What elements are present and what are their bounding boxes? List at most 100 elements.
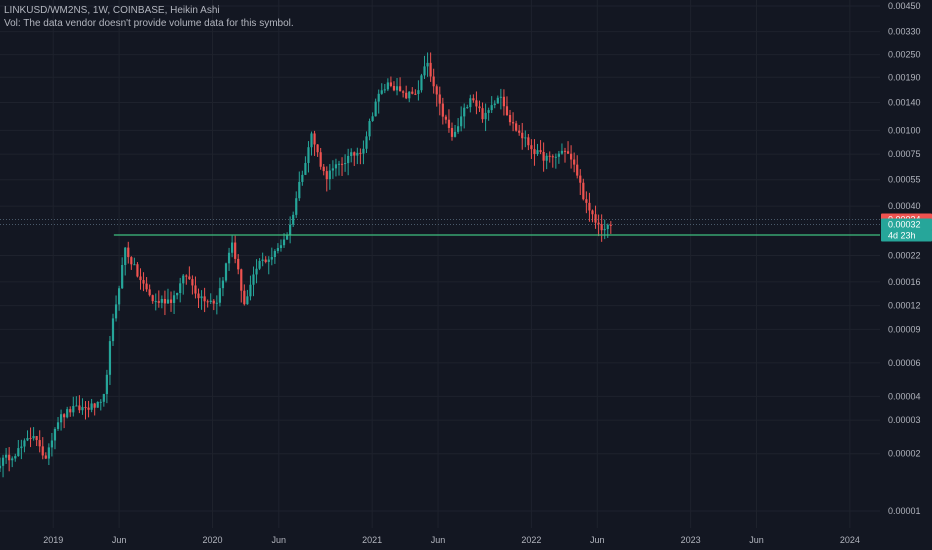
candle-body — [389, 82, 393, 86]
candle-body — [499, 96, 502, 98]
candle-body — [432, 76, 435, 87]
candle-body — [304, 162, 307, 175]
candle-body — [411, 91, 414, 94]
candle-body — [209, 300, 212, 302]
candle-body — [441, 103, 444, 117]
candle-body — [148, 289, 151, 296]
candle-body — [322, 166, 325, 172]
candle-body — [484, 112, 487, 120]
candle-body — [395, 86, 399, 91]
candle-body — [270, 257, 273, 260]
candle-body — [554, 156, 557, 158]
candle-body — [163, 298, 167, 304]
candle-body — [212, 300, 215, 304]
y-tick-label: 0.00250 — [888, 50, 921, 60]
candle-body — [508, 115, 512, 123]
candle-body — [371, 116, 374, 122]
candle-body — [466, 107, 469, 109]
y-tick-label: 0.00330 — [888, 27, 921, 37]
candle-body — [1, 457, 5, 466]
chart-legend: LINKUSD/WM2NS, 1W, COINBASE, Heikin Ashi… — [4, 4, 294, 30]
candle-body — [600, 224, 603, 231]
candle-body — [560, 150, 564, 154]
x-tick-label: 2024 — [840, 535, 860, 545]
candle-body — [53, 428, 57, 441]
price-badge-label: 0.00032 — [888, 220, 921, 230]
candle-body — [383, 89, 386, 91]
x-tick-label: Jun — [590, 535, 605, 545]
candle-body — [118, 288, 121, 305]
candle-body — [130, 257, 133, 265]
candle-body — [435, 86, 438, 95]
candle-body — [328, 170, 331, 180]
candle-body — [75, 405, 78, 407]
candle-body — [469, 98, 472, 108]
candle-body — [5, 454, 8, 458]
candle-body — [472, 98, 475, 101]
candle-body — [518, 130, 521, 133]
candle-body — [84, 407, 87, 409]
candle-body — [99, 401, 102, 403]
candle-body — [206, 301, 209, 303]
candle-body — [591, 210, 594, 215]
candle-body — [392, 85, 396, 91]
candle-body — [59, 414, 63, 423]
candle-body — [194, 285, 197, 294]
candle-body — [359, 152, 362, 154]
candle-body — [102, 394, 105, 402]
y-tick-label: 0.00055 — [888, 175, 921, 185]
x-tick-label: Jun — [112, 535, 127, 545]
price-level-lines — [0, 219, 880, 226]
candle-body — [63, 414, 66, 418]
y-tick-label: 0.00040 — [888, 201, 921, 211]
candle-body — [438, 94, 441, 104]
y-tick-label: 0.00022 — [888, 250, 921, 260]
candle-body — [316, 144, 319, 153]
candle-body — [240, 269, 243, 291]
x-tick-label: 2019 — [43, 535, 63, 545]
candle-body — [182, 275, 185, 284]
candle-body — [279, 245, 283, 249]
candle-body — [414, 93, 417, 95]
candle-body — [545, 155, 548, 161]
x-tick-label: Jun — [272, 535, 287, 545]
y-tick-label: 0.00100 — [888, 125, 921, 135]
candle-body — [579, 175, 582, 183]
symbol-title[interactable]: LINKUSD/WM2NS, 1W, COINBASE, Heikin Ashi — [4, 5, 220, 16]
price-badge — [881, 229, 932, 242]
candle-body — [151, 295, 154, 302]
candle-body — [496, 97, 499, 104]
candle-body — [203, 296, 206, 302]
y-tick-label: 0.00075 — [888, 149, 921, 159]
candle-body — [490, 105, 493, 111]
candle-body — [398, 86, 402, 92]
candle-body — [521, 132, 524, 139]
candle-body — [447, 119, 451, 128]
candle-body — [426, 62, 429, 67]
candle-body — [136, 264, 139, 277]
time-axis[interactable]: 2019 Jun 2020 Jun 2021 Jun 2022 Jun 2023 Jun 2024 — [43, 535, 860, 545]
candle-body — [515, 123, 518, 131]
candle-body — [56, 422, 60, 429]
candle-body — [295, 198, 298, 215]
candle-body — [594, 214, 597, 223]
price-axis[interactable]: 0.00450 0.00330 0.00250 0.00190 0.00140 0.001… — [888, 1, 921, 516]
candle-body — [41, 446, 44, 456]
candle-body — [563, 150, 567, 152]
candle-body — [258, 260, 261, 269]
candle-body — [93, 403, 96, 408]
y-tick-label: 0.00003 — [888, 415, 921, 425]
candle-body — [573, 159, 576, 165]
candle-body — [47, 447, 50, 459]
candle-body — [420, 75, 423, 91]
candle-body — [356, 152, 359, 156]
candle-body — [603, 229, 606, 231]
candle-body — [374, 101, 377, 117]
candle-body — [114, 304, 118, 319]
candle-body — [340, 163, 344, 165]
candle-body — [176, 292, 179, 296]
candle-body — [276, 248, 280, 251]
